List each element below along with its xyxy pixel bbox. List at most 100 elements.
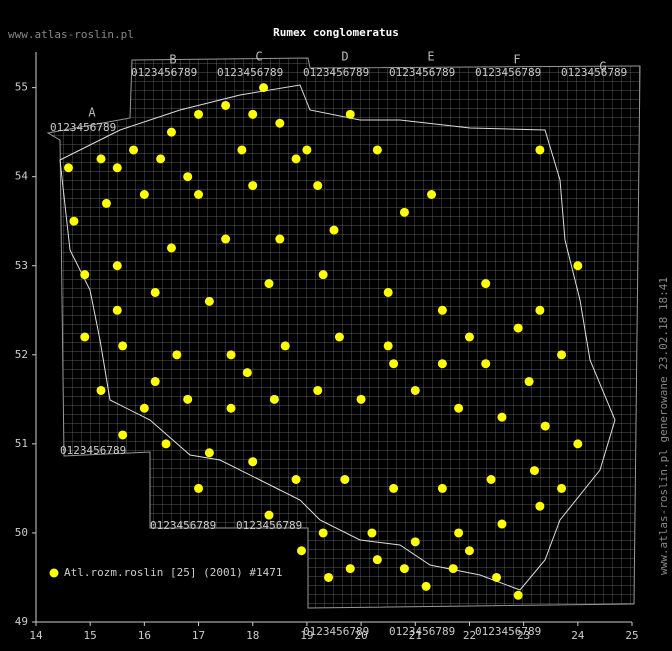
occurrence-dot: [264, 510, 274, 520]
occurrence-dot: [313, 181, 323, 191]
grid-letter: A: [88, 106, 96, 120]
occurrence-dot: [183, 394, 193, 404]
occurrence-dot: [248, 457, 258, 467]
grid-letter: D: [341, 50, 348, 64]
occurrence-dot: [264, 279, 274, 289]
x-tick-label: 20: [354, 629, 367, 642]
country-outline: [59, 84, 616, 591]
occurrence-dot: [513, 590, 523, 600]
y-tick-label: 53: [15, 259, 28, 272]
legend: Atl.rozm.roslin [25] (2001) #1471: [49, 566, 283, 579]
occurrence-dot: [291, 475, 301, 484]
occurrence-dot: [226, 403, 236, 413]
occurrence-dot: [427, 190, 437, 199]
occurrence-dot: [237, 145, 247, 155]
occurrence-dot: [161, 439, 171, 449]
occurrence-dot: [334, 332, 344, 342]
occurrence-dot: [248, 181, 258, 191]
x-tick-label: 21: [409, 629, 422, 642]
occurrence-dot: [101, 198, 111, 208]
occurrence-dot: [302, 145, 312, 155]
grid-letter: F: [513, 53, 520, 67]
occurrence-dot: [129, 145, 139, 155]
grid-digits: 0123456789: [150, 519, 216, 532]
occurrence-dot: [535, 501, 545, 511]
occurrence-dot: [372, 555, 382, 565]
occurrence-dot: [557, 483, 567, 493]
occurrence-dot: [275, 118, 285, 128]
occurrence-dot: [112, 163, 122, 173]
occurrence-dot: [96, 385, 106, 395]
occurrence-dot: [454, 403, 464, 413]
occurrence-dot: [221, 234, 231, 244]
atpol-grid: [46, 57, 641, 609]
occurrence-dot: [318, 528, 328, 538]
occurrence-dot: [481, 359, 491, 369]
occurrence-dot: [296, 546, 306, 556]
occurrence-dot: [183, 172, 193, 182]
occurrence-dot: [80, 332, 90, 342]
occurrence-dot: [112, 305, 122, 315]
occurrence-dot: [318, 270, 328, 280]
occurrence-dot: [259, 83, 269, 93]
occurrence-dot: [486, 475, 496, 484]
x-tick-label: 14: [29, 629, 43, 642]
occurrence-dot: [389, 483, 399, 493]
occurrence-dot: [497, 519, 507, 529]
legend-marker: [49, 568, 59, 578]
occurrence-dot: [156, 154, 166, 164]
occurrence-dot: [421, 581, 431, 591]
occurrence-dot: [204, 448, 214, 458]
occurrence-dot: [194, 109, 204, 119]
occurrence-dot: [464, 546, 474, 556]
occurrence-dot: [464, 332, 474, 342]
site-label: www.atlas-roslin.pl: [8, 28, 134, 41]
occurrence-dot: [64, 163, 74, 173]
occurrence-dot: [367, 528, 377, 538]
x-tick-label: 17: [192, 629, 205, 642]
occurrence-dot: [540, 421, 550, 431]
occurrence-dot: [248, 109, 258, 119]
grid-digits: 0123456789: [131, 66, 197, 79]
occurrence-dot: [150, 287, 160, 297]
occurrence-dot: [448, 564, 458, 574]
occurrence-dot: [410, 537, 420, 547]
occurrence-dot: [242, 368, 252, 378]
occurrence-dot: [383, 287, 393, 297]
occurrence-dot: [150, 377, 160, 387]
occurrence-dot: [324, 572, 334, 582]
occurrence-dot: [112, 261, 122, 271]
side-note: www.atlas-roslin.pl generowane 23.02.18 …: [657, 277, 670, 575]
occurrence-dot: [118, 430, 128, 440]
occurrence-dot: [454, 528, 464, 538]
occurrence-dot: [139, 403, 149, 413]
occurrence-dot: [221, 100, 231, 110]
occurrence-dot: [340, 475, 350, 484]
occurrence-dot: [535, 305, 545, 315]
occurrence-dot: [383, 341, 393, 351]
occurrence-dot: [96, 154, 106, 164]
y-tick-label: 54: [15, 170, 29, 183]
chart-title: Rumex conglomeratus: [273, 26, 399, 39]
occurrence-dot: [269, 394, 279, 404]
occurrence-dot: [573, 261, 583, 271]
occurrence-dot: [275, 234, 285, 244]
x-tick-label: 23: [517, 629, 530, 642]
grid-letter: E: [427, 50, 434, 64]
grid-letter: C: [255, 50, 262, 64]
occurrence-dot: [194, 483, 204, 493]
grid-digits: 0123456789: [236, 519, 302, 532]
occurrence-dot: [204, 296, 214, 306]
occurrence-dot: [172, 350, 182, 360]
occurrence-dot: [194, 190, 204, 199]
y-tick-label: 50: [15, 526, 28, 539]
grid-digits: 0123456789: [60, 444, 126, 457]
occurrence-dot: [573, 439, 583, 449]
y-tick-label: 49: [15, 615, 28, 628]
occurrence-dot: [166, 127, 176, 137]
occurrence-dot: [437, 483, 447, 493]
occurrence-dot: [513, 323, 523, 333]
occurrence-dot: [492, 572, 502, 582]
occurrence-dot: [389, 359, 399, 369]
occurrence-dot: [329, 225, 339, 235]
